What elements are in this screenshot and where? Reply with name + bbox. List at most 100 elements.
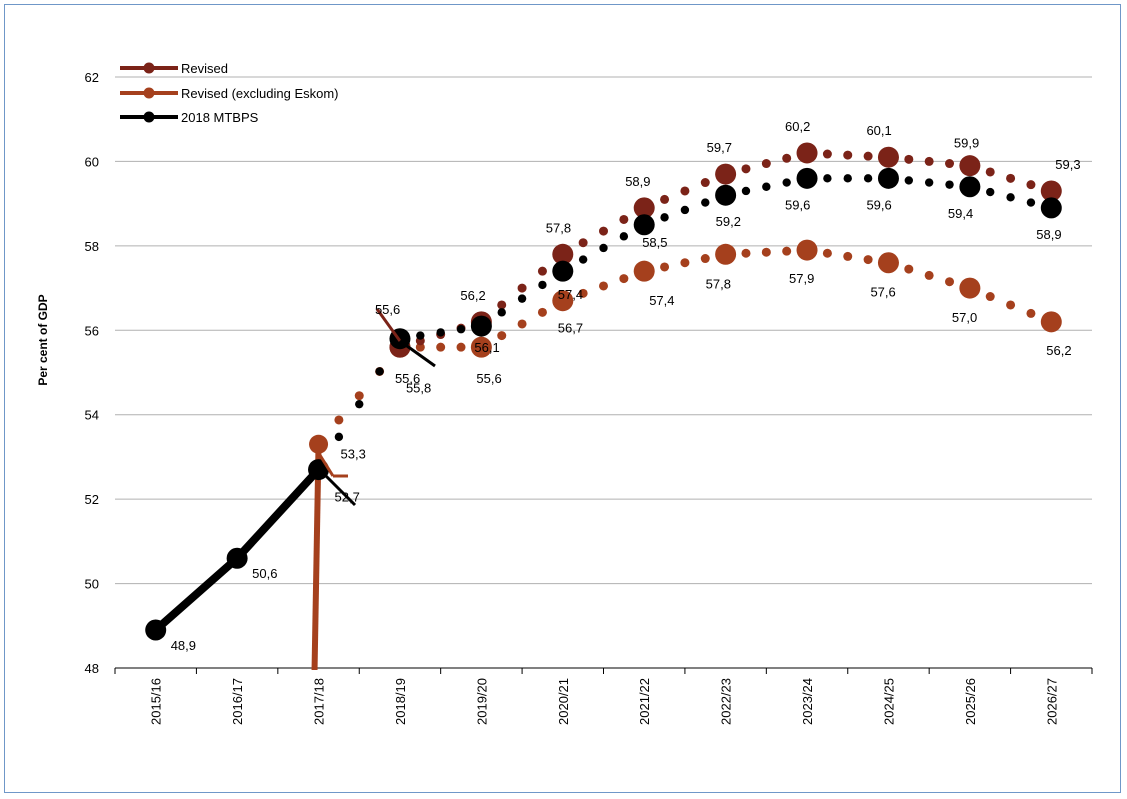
x-tick-label: 2025/26 bbox=[963, 678, 978, 725]
series-dot bbox=[578, 238, 588, 248]
series-dot bbox=[334, 415, 344, 425]
x-axis-ticks: 2015/16 2016/17 2017/18 2018/19 2019/20 2020/… bbox=[114, 668, 1093, 725]
series-dot bbox=[986, 187, 995, 197]
series-dot bbox=[843, 251, 853, 261]
x-tick-label: 2023/24 bbox=[800, 678, 815, 725]
series-dot bbox=[985, 167, 995, 177]
marker-mtbps bbox=[1040, 197, 1062, 219]
data-label: 56,2 bbox=[460, 288, 485, 303]
marker-excl-eskom bbox=[715, 243, 737, 265]
y-axis-ticks: 48 50 52 54 56 58 60 62 bbox=[85, 70, 99, 676]
legend: Revised Revised (excluding Eskom) 2018 MTB… bbox=[120, 61, 339, 125]
series-dot bbox=[904, 176, 914, 185]
series-dot bbox=[863, 255, 873, 265]
series-dot bbox=[741, 248, 751, 258]
series-dot bbox=[782, 153, 792, 163]
series-dot bbox=[680, 258, 690, 268]
series-dot bbox=[761, 159, 771, 169]
series-dot bbox=[985, 292, 995, 302]
series-dot bbox=[700, 254, 710, 264]
series-dot bbox=[945, 180, 954, 189]
series-dot bbox=[578, 255, 588, 264]
series-dot bbox=[762, 182, 771, 191]
y-tick-label: 58 bbox=[85, 239, 99, 254]
series-dot bbox=[904, 154, 914, 164]
marker-excl-eskom bbox=[877, 252, 899, 274]
marker-mtbps bbox=[715, 184, 737, 206]
series-dot bbox=[456, 342, 466, 352]
data-label: 59,6 bbox=[785, 197, 810, 212]
data-label: 59,6 bbox=[866, 197, 891, 212]
series-dot bbox=[354, 391, 364, 401]
marker-mtbps bbox=[145, 619, 167, 641]
series-dot bbox=[578, 288, 588, 298]
series-dot bbox=[863, 151, 873, 161]
legend-swatch-marker bbox=[143, 87, 155, 99]
marker-mtbps bbox=[796, 167, 818, 189]
y-tick-label: 50 bbox=[85, 577, 99, 592]
data-label: 58,9 bbox=[625, 174, 650, 189]
marker-revised bbox=[552, 243, 574, 265]
data-label: 55,6 bbox=[375, 302, 400, 317]
x-tick-label: 2017/18 bbox=[312, 678, 327, 725]
data-label: 55,6 bbox=[395, 371, 420, 386]
data-label: 57,6 bbox=[870, 285, 895, 300]
data-label: 59,2 bbox=[716, 214, 741, 229]
marker-excl-eskom bbox=[796, 239, 818, 261]
data-label: 57,0 bbox=[952, 310, 977, 325]
data-labels: 55,6 56,2 57,8 58,9 59,7 60,2 60,1 59,9 59,3 53,3… bbox=[171, 119, 1081, 653]
data-label: 57,4 bbox=[649, 293, 674, 308]
series-dot bbox=[823, 174, 832, 183]
series-dot bbox=[782, 178, 791, 187]
series-dot bbox=[680, 186, 690, 196]
leader-line bbox=[399, 339, 436, 368]
data-label: 57,8 bbox=[706, 276, 731, 291]
series-dot bbox=[497, 331, 507, 341]
marker-excl-eskom bbox=[552, 290, 574, 312]
series-dot bbox=[599, 226, 608, 236]
series-dot bbox=[517, 319, 527, 329]
series-dot bbox=[1026, 308, 1036, 318]
data-label: 59,7 bbox=[707, 140, 732, 155]
series-dot bbox=[904, 264, 914, 274]
marker-excl-eskom bbox=[470, 336, 492, 358]
x-tick-label: 2015/16 bbox=[149, 678, 164, 725]
series-dot bbox=[619, 232, 629, 241]
marker-revised bbox=[633, 197, 655, 219]
series-dot bbox=[517, 294, 527, 303]
legend-label: Revised (excluding Eskom) bbox=[181, 86, 339, 101]
series-dot bbox=[497, 300, 507, 310]
series-dot bbox=[1006, 300, 1016, 310]
series-dot bbox=[436, 342, 446, 352]
series-dot bbox=[599, 243, 608, 253]
series-dot bbox=[680, 205, 690, 215]
series-dot bbox=[416, 331, 425, 340]
series-dot bbox=[334, 432, 344, 442]
series-dot bbox=[415, 342, 425, 352]
marker-revised bbox=[715, 163, 737, 185]
leader-line bbox=[316, 466, 357, 507]
data-label: 58,9 bbox=[1036, 227, 1061, 242]
leader-line bbox=[316, 451, 335, 477]
chart-frame bbox=[4, 4, 1121, 793]
series-dot bbox=[1026, 198, 1036, 207]
x-tick-label: 2020/21 bbox=[556, 678, 571, 725]
series-dot bbox=[863, 174, 873, 183]
series-dot bbox=[355, 399, 364, 409]
series-dot bbox=[924, 156, 934, 166]
y-tick-label: 48 bbox=[85, 661, 99, 676]
series-dot bbox=[375, 367, 384, 376]
data-label: 50,6 bbox=[252, 566, 277, 581]
marker-excl-eskom bbox=[633, 260, 655, 282]
eskom-drop-line bbox=[311, 444, 322, 671]
data-label: 57,8 bbox=[546, 220, 571, 235]
data-label: 57,9 bbox=[789, 271, 814, 286]
series-dot bbox=[822, 248, 832, 258]
series-dot bbox=[782, 246, 792, 256]
series-dot bbox=[497, 308, 506, 317]
series-dot bbox=[945, 277, 955, 287]
y-axis-label: Per cent of GDP bbox=[36, 294, 50, 385]
series-dot bbox=[436, 328, 445, 337]
marker-excl-eskom bbox=[309, 434, 329, 454]
series-dot bbox=[537, 266, 547, 276]
